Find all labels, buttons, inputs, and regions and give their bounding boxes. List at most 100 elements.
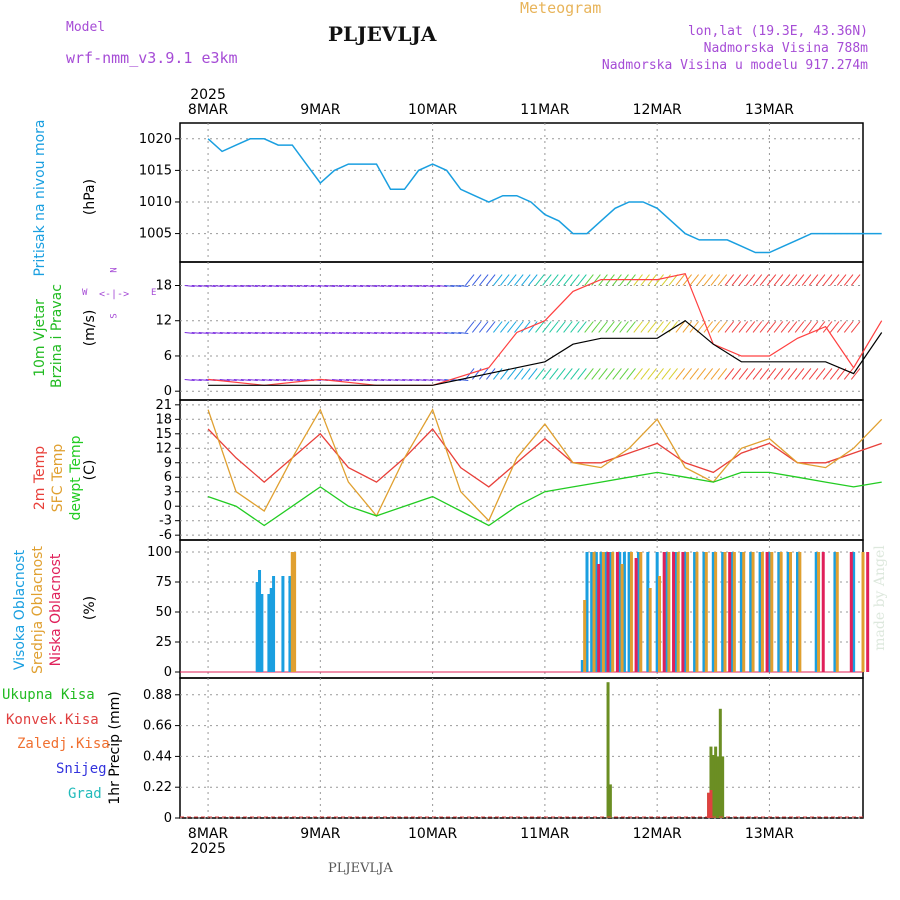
wind-arrow: [261, 378, 272, 381]
wind-arrow: [254, 331, 265, 334]
wind-arrow: [444, 284, 455, 287]
wind-arrow: [310, 284, 321, 287]
wind-arrow: [409, 284, 420, 287]
year-label-bottom: 2025: [190, 841, 226, 857]
wind-arrow: [843, 274, 854, 286]
wind-arrow: [381, 331, 392, 334]
wind-arrow: [528, 274, 538, 286]
wind-arrow: [591, 274, 601, 286]
wind-arrow: [493, 368, 503, 380]
wind-arrow: [310, 331, 321, 334]
wind-arrow: [247, 284, 258, 287]
cloud-bar: [639, 552, 643, 672]
wind-arrow: [479, 321, 489, 333]
cloud-bar: [714, 552, 718, 672]
cloud-bar: [667, 552, 671, 672]
precip-bar: [709, 746, 713, 818]
wind-arrow: [528, 321, 538, 333]
wind-arrow: [423, 378, 434, 381]
ytick-label: 0.22: [143, 780, 172, 795]
wind-arrow: [556, 321, 566, 333]
ytick-label: 18: [155, 278, 172, 293]
wind-arrow: [282, 378, 293, 381]
wind-arrow: [444, 331, 455, 334]
cloud-bar: [611, 552, 615, 672]
wind-arrow: [514, 321, 524, 333]
wind-arrow: [521, 321, 531, 333]
cloud-bar: [646, 552, 650, 672]
cloud-bar: [615, 552, 619, 672]
cloud-bar: [751, 552, 755, 672]
wind-arrow: [675, 368, 685, 380]
product-title: Meteogram: [520, 0, 602, 17]
wind-arrow: [528, 368, 538, 380]
wind-arrow: [745, 274, 756, 286]
wind-arrow: [759, 321, 770, 333]
ytick-label: 0.44: [143, 749, 172, 764]
wind-arrow: [563, 321, 573, 333]
cloud-bar: [835, 552, 839, 672]
date-label-top: 12MAR: [633, 102, 682, 118]
wind-arrow: [794, 321, 805, 333]
wind-arrow: [331, 331, 343, 334]
wind-arrow: [570, 321, 580, 333]
wind-arrow: [570, 368, 580, 380]
wind-arrow: [745, 321, 756, 333]
wind-arrow: [542, 368, 552, 380]
lonlat-label: lon,lat (19.3E, 43.36N): [687, 24, 868, 39]
wind-arrow: [675, 274, 685, 286]
wind-arrow: [787, 321, 798, 333]
wind-arrow: [584, 368, 594, 380]
pressure-line: [207, 138, 882, 254]
ytick-label: 1005: [139, 227, 172, 242]
cloud-bar: [629, 552, 633, 672]
wind-arrow: [184, 378, 195, 381]
cloud-bar: [779, 552, 783, 672]
wind-arrow: [191, 284, 202, 287]
wind-arrow: [829, 368, 840, 380]
wind-arrow: [212, 284, 223, 287]
wind-arrow: [219, 378, 230, 381]
wind-arrow: [731, 368, 742, 380]
ytick-label: 0.66: [143, 719, 172, 734]
wind-arrow: [486, 368, 496, 380]
wind-arrow: [710, 274, 721, 286]
wind-arrow: [815, 321, 826, 333]
wind-arrow: [773, 368, 784, 380]
wind-arrow: [486, 321, 496, 333]
cloud-bar: [272, 576, 276, 672]
wind-arrow: [549, 368, 559, 380]
year-label-top: 2025: [190, 87, 226, 103]
legend-total-rain: Ukupna Kisa: [2, 687, 95, 703]
date-label-bottom: 11MAR: [520, 826, 569, 842]
ytick-label: 50: [155, 605, 172, 620]
wind-arrow: [696, 368, 707, 380]
wind-arrow: [240, 331, 251, 334]
cloud-bar: [686, 552, 690, 672]
date-label-bottom: 8MAR: [188, 826, 229, 842]
wind-arrow: [696, 321, 707, 333]
date-label-top: 8MAR: [188, 102, 229, 118]
date-label-top: 11MAR: [520, 102, 569, 118]
wind-arrow: [226, 331, 237, 334]
wind-arrow: [471, 274, 482, 286]
wind-arrow: [486, 274, 496, 286]
wind-arrow: [598, 368, 608, 380]
wind-arrow: [801, 274, 812, 286]
ytick-label: 1010: [139, 195, 172, 210]
wind-arrow: [619, 321, 629, 333]
wind-arrow: [184, 284, 195, 287]
cloud-bar: [269, 588, 273, 672]
cloud-bar: [636, 552, 640, 672]
panel-frame: [179, 399, 864, 541]
wind-arrow: [626, 321, 636, 333]
ytick-label: 1020: [139, 132, 172, 147]
cloud-bar: [861, 552, 865, 672]
cloud-bar: [288, 576, 292, 672]
wind-arrow: [479, 274, 489, 286]
wind-arrow: [493, 274, 503, 286]
wind-arrow: [233, 378, 244, 381]
wind-arrow: [430, 378, 441, 381]
wind-arrow: [829, 274, 840, 286]
model-label: Model: [66, 20, 106, 35]
